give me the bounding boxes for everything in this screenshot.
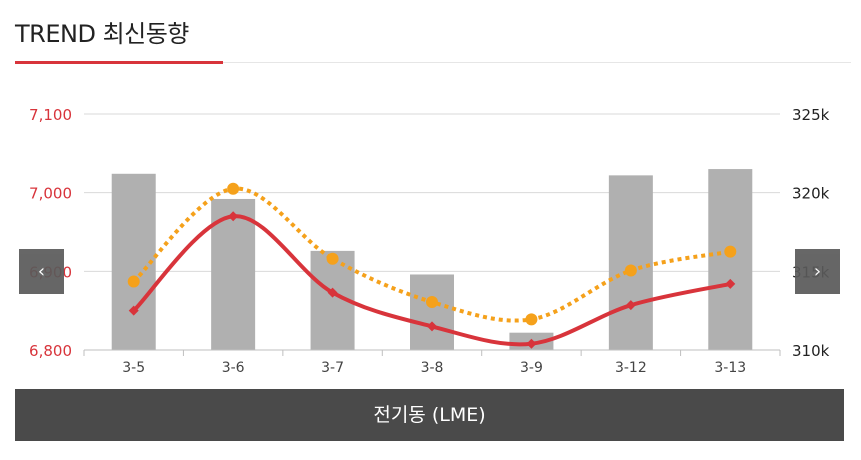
x-axis-tick-label: 3-13 <box>714 360 746 376</box>
commodity-label-bar[interactable]: 전기동 (LME) <box>15 389 844 441</box>
x-axis-tick-label: 3-5 <box>122 360 145 376</box>
point-orange <box>227 182 240 195</box>
right-axis-tick-label: 320k <box>792 185 830 203</box>
x-axis-tick-label: 3-12 <box>615 360 647 376</box>
point-red <box>327 287 338 298</box>
right-axis-tick-label: 325k <box>792 106 830 124</box>
x-axis-tick-label: 3-7 <box>321 360 344 376</box>
chevron-left-icon[interactable]: ‹ <box>19 249 64 294</box>
point-orange <box>426 296 438 309</box>
point-red <box>228 211 239 222</box>
section-header: TREND 최신동향 <box>15 14 189 49</box>
trend-chart: 7,100325k7,000320k6,900315k6,800310k3-53… <box>29 106 830 376</box>
point-orange <box>326 252 339 265</box>
point-orange <box>127 275 140 288</box>
x-axis-tick-label: 3-8 <box>421 360 444 376</box>
bar <box>708 169 753 350</box>
x-axis-tick-label: 3-9 <box>520 360 543 376</box>
point-red <box>427 321 437 332</box>
bar <box>410 274 454 350</box>
left-axis-tick-label: 7,100 <box>29 106 72 124</box>
bar <box>608 175 653 350</box>
page-title: TREND 최신동향 <box>15 20 189 48</box>
point-red <box>128 305 139 316</box>
title-underline-accent <box>15 61 223 64</box>
title-underline <box>223 62 851 63</box>
point-red <box>526 338 537 349</box>
left-axis-tick-label: 7,000 <box>29 185 72 203</box>
commodity-label: 전기동 (LME) <box>373 404 486 426</box>
bar <box>211 198 256 350</box>
point-red <box>725 278 736 289</box>
point-orange <box>525 313 538 326</box>
point-orange <box>724 245 737 258</box>
point-orange <box>624 264 637 277</box>
point-red <box>625 300 636 311</box>
left-axis-tick-label: 6,800 <box>29 342 72 360</box>
chevron-right-icon[interactable]: › <box>795 249 840 294</box>
right-axis-tick-label: 310k <box>792 342 830 360</box>
x-axis-tick-label: 3-6 <box>222 360 245 376</box>
